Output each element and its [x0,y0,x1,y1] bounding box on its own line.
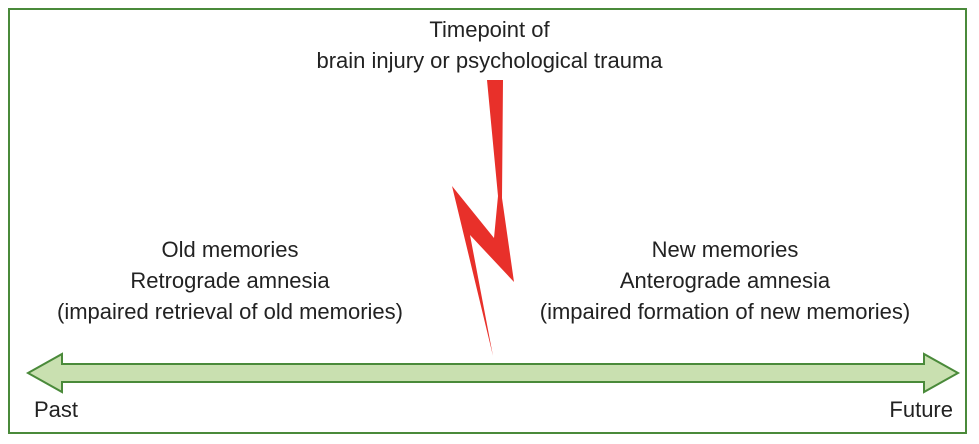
retrograde-amnesia-label: Retrograde amnesia [130,268,330,293]
anterograde-description: (impaired formation of new memories) [539,299,911,324]
old-memories-label: Old memories [161,237,299,262]
event-title-line-2: brain injury or psychological trauma [316,48,663,73]
anterograde-amnesia-label: Anterograde amnesia [619,268,831,293]
timeline-arrow [25,352,961,394]
retrograde-label: Old memories Retrograde amnesia (impaire… [20,234,440,327]
new-memories-label: New memories [651,237,799,262]
lightning-bolt-icon [452,80,514,356]
future-label: Future [889,397,953,422]
event-title-line-1: Timepoint of [429,17,550,42]
event-title: Timepoint of brain injury or psychologic… [0,14,979,76]
retrograde-description: (impaired retrieval of old memories) [57,299,403,324]
anterograde-label: New memories Anterograde amnesia (impair… [505,234,945,327]
past-label: Past [34,397,79,422]
